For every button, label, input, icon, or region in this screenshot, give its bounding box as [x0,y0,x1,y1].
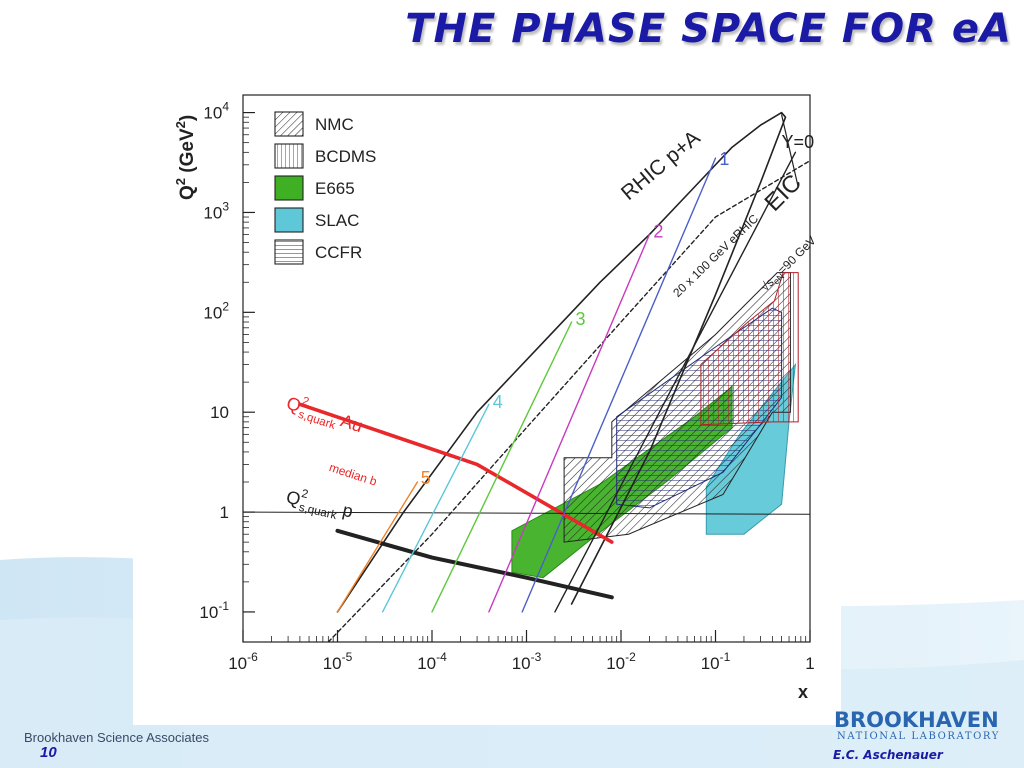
annotation-eic: EIC [760,169,807,216]
annotation-2: 2 [653,222,663,242]
slide-title: THE PHASE SPACE FOR eA [405,6,1012,52]
legend-label-slac: SLAC [315,211,359,230]
annotation-5: 5 [421,468,431,488]
x-tick-label: 10-4 [417,650,447,673]
annotation-q: Q2s,quark p [283,484,355,526]
legend-swatch-nmc [274,111,304,137]
curve-q2-s-quark-p [335,528,614,600]
legend-swatch-bcdms [274,143,304,169]
legend-swatch-e665 [274,175,304,201]
y-tick-label: 1 [220,503,229,522]
curve-5 [336,481,419,613]
x-tick-label: 10-3 [512,650,542,673]
curve-extra [554,151,797,613]
annotation-1: 1 [719,149,729,169]
y-axis-label: Q2 (GeV2) [173,115,198,200]
curve-q2-s-quark-au-median-b [298,402,614,544]
curve-rhic-p-a [336,111,787,613]
logo-name: BROOKHAVEN [834,708,999,732]
annotation-rhic-p-a: RHIC p+A [617,126,705,205]
x-tick-label: 10-6 [228,650,258,673]
legend: NMC BCDMS E665 SLAC CCFR [274,111,376,265]
annotation-3: 3 [575,309,585,329]
annotation-y-0: Y=0 [782,132,815,152]
bnl-logo: BROOKHAVEN NATIONAL LABORATORY [834,708,1004,746]
x-tick-label: 10-5 [323,650,353,673]
phase-space-chart: 10-6 10-5 10-4 10-3 10-2 10-1 1 10-1 1 10 102 103 10… [173,94,819,702]
footer-organization: Brookhaven Science Associates [24,730,209,745]
legend-label-e665: E665 [315,179,355,198]
annotation-20-x-100-gev-erhic: 20 x 100 GeV eRHIC [670,211,761,300]
legend-swatch-ccfr [274,239,304,265]
y-tick-label: 102 [203,299,229,322]
legend-label-nmc: NMC [315,115,354,134]
legend-swatch-slac [274,207,304,233]
x-axis-label: x [798,682,808,702]
logo-subtitle: NATIONAL LABORATORY [837,731,1000,742]
page-number: 10 [40,744,57,761]
y-tick-label: 103 [203,199,229,222]
plot-panel: 10-6 10-5 10-4 10-3 10-2 10-1 1 10-1 1 10 102 103 10… [133,85,841,725]
curve-q2-1 [243,511,810,515]
x-tick-label: 1 [805,654,814,673]
legend-label-bcdms: BCDMS [315,147,376,166]
curve-3 [431,321,573,613]
legend-label-ccfr: CCFR [315,243,362,262]
curve-2 [488,233,651,613]
region-bcdms [700,272,799,426]
curve-4 [381,403,490,613]
author: E.C. Aschenauer [833,748,943,762]
annotation-median-b: median b [327,460,379,489]
y-tick-label: 10-1 [199,599,229,622]
annotation-q: Q2s,quark Au [283,390,366,440]
x-tick-label: 10-1 [701,650,731,673]
y-tick-label: 10 [210,403,229,422]
x-tick-label: 10-2 [606,650,636,673]
curve-1 [521,157,717,613]
annotation-4: 4 [493,392,503,412]
curve-y-0 [780,114,799,188]
y-tick-label: 104 [203,100,229,123]
